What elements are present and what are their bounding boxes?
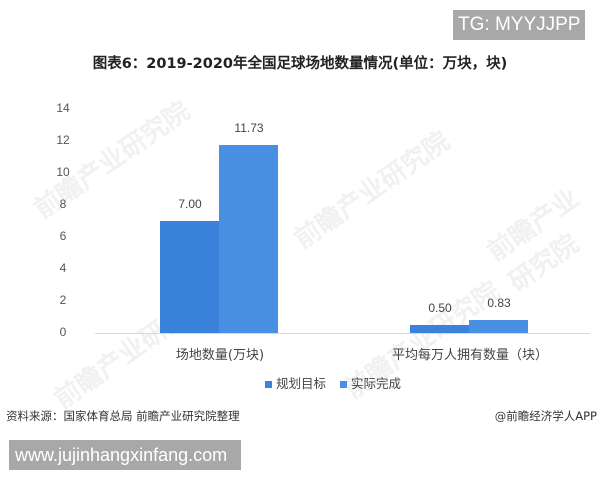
y-tick-label: 12 (56, 133, 70, 147)
y-tick-label: 2 (59, 293, 67, 307)
watermark-logo: 前瞻产业研究院 (289, 126, 456, 256)
bar-planned (160, 221, 219, 333)
value-label: 0.83 (487, 295, 511, 310)
bar-actual (469, 319, 528, 333)
category-label: 平均每万人拥有数量（块） (391, 348, 548, 363)
watermark-tag: TG: MYYJJPP (453, 10, 585, 40)
value-label: 11.73 (234, 121, 264, 136)
legend-item-actual: 实际完成 (340, 373, 401, 392)
watermark-url: www.jujinhangxinfang.com (9, 440, 241, 470)
value-label: 0.50 (428, 301, 452, 315)
y-tick-label: 6 (59, 229, 67, 243)
legend-item-planned: 规划目标 (265, 373, 326, 392)
value-label: 7.00 (178, 197, 202, 211)
legend-swatch-icon (340, 381, 348, 388)
y-tick-label: 8 (59, 197, 67, 211)
y-tick-label: 4 (59, 261, 67, 275)
legend-swatch-icon (265, 381, 272, 388)
x-axis-line (95, 333, 590, 334)
y-tick-label: 10 (56, 165, 70, 179)
legend: 规划目标 实际完成 (265, 373, 401, 392)
bar-actual (219, 145, 278, 333)
watermark-logo: 前瞻产业研究院 (482, 183, 585, 299)
y-tick-label: 0 (59, 325, 67, 339)
y-tick-label: 14 (56, 101, 70, 115)
source-note: 资料来源：国家体育总局 前瞻产业研究院整理 (6, 409, 240, 423)
category-label: 场地数量(万块) (175, 348, 265, 363)
credit-note: @前瞻经济学人APP (494, 409, 597, 423)
bar-planned (410, 325, 469, 333)
chart-title: 图表6：2019-2020年全国足球场地数量情况(单位：万块，块) (92, 56, 508, 72)
